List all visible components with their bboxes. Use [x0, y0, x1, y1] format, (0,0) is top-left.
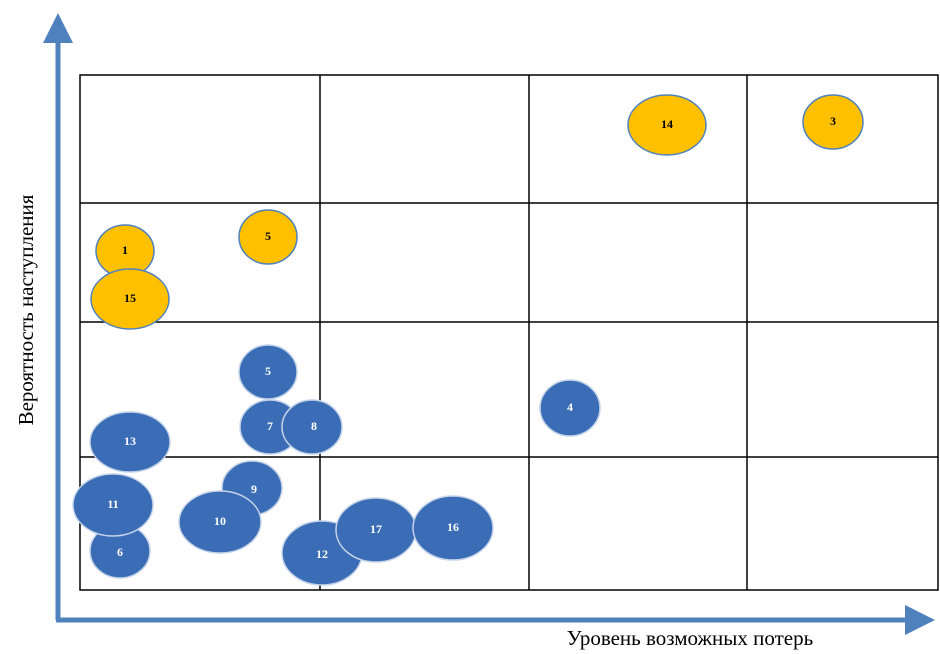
- node-label: 7: [267, 419, 273, 433]
- node-label: 5: [265, 229, 271, 243]
- risk-node: 7: [239, 399, 301, 455]
- bubble: [412, 495, 494, 561]
- grid: [79, 74, 939, 591]
- node-label: 17: [370, 522, 382, 536]
- risk-node: 8: [281, 399, 343, 455]
- risk-node: 13: [89, 411, 171, 473]
- risk-node: 11: [72, 473, 154, 537]
- node-label: 1: [122, 243, 128, 257]
- risk-node: 14: [627, 94, 707, 156]
- bubble: [238, 344, 298, 400]
- node-label: 5: [265, 364, 271, 378]
- node-label: 3: [830, 114, 836, 128]
- node-label: 16: [447, 520, 459, 534]
- bubble: [89, 411, 171, 473]
- bubble: [627, 94, 707, 156]
- node-label: 15: [124, 291, 136, 305]
- risk-node: 10: [178, 490, 262, 554]
- bubble: [238, 209, 298, 265]
- node-label: 10: [214, 514, 226, 528]
- bubble: [802, 94, 864, 150]
- risk-node: 17: [335, 497, 417, 563]
- risk-node: 5: [238, 344, 298, 400]
- node-label: 14: [661, 117, 673, 131]
- risk-node: 3: [802, 94, 864, 150]
- bubble: [90, 268, 170, 330]
- risk-node: 5: [238, 209, 298, 265]
- grid-border: [79, 74, 939, 591]
- node-label: 11: [107, 497, 118, 511]
- node-label: 8: [311, 419, 317, 433]
- bubble: [539, 379, 601, 437]
- risk-node: 15: [90, 268, 170, 330]
- bubble: [72, 473, 154, 537]
- node-label: 6: [117, 545, 123, 559]
- x-axis-label: Уровень возможных потерь: [567, 626, 813, 650]
- bubble: [178, 490, 262, 554]
- y-axis-label: Вероятность наступления: [14, 194, 38, 425]
- bubble: [281, 399, 343, 455]
- node-label: 4: [567, 400, 573, 414]
- node-label: 13: [124, 434, 136, 448]
- risk-node: 4: [539, 379, 601, 437]
- risk-node: 16: [412, 495, 494, 561]
- node-label: 9: [251, 482, 257, 496]
- node-label: 12: [316, 547, 328, 561]
